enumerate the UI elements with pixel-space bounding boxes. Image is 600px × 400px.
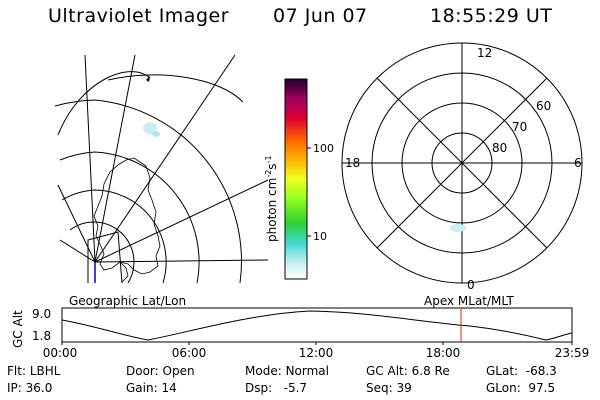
mlt-label-12: 12 [477,46,492,60]
arrow-icon [146,76,150,82]
lat-label-70: 70 [512,120,527,134]
lon-line [94,179,269,263]
altitude-ytick: 9.0 [32,307,51,321]
lat-circle [55,99,242,283]
x-tick-label: 23:59 [555,346,590,360]
x-tick-label: 18:00 [426,346,461,360]
colorbar: 100 10 photon cm-2s-1 [264,78,334,280]
status-gain: Gain: 14 [126,381,177,395]
geographic-panel [55,54,269,283]
lat-label-80: 80 [492,141,507,155]
status-glat: GLat: -68.3 [486,364,557,378]
lon-line [94,259,269,263]
mlt-label-6: 6 [574,156,582,170]
lon-line [84,54,96,263]
lat-circle [61,189,167,283]
altitude-frame [61,307,573,343]
aurora-spot [152,131,160,137]
lon-line [59,239,96,263]
colorbar-tick-label: 10 [313,230,327,243]
x-tick-label: 06:00 [172,346,207,360]
instrument-title: Ultraviolet Imager [48,5,230,27]
polar-labels: 12 0 18 6 60 70 80 [345,46,582,292]
coastline [93,157,161,275]
lat-circle [59,151,200,283]
mlt-line [376,77,548,249]
status-door: Door: Open [126,364,195,378]
observation-date: 07 Jun 07 [273,5,368,27]
colorbar-tick-label: 100 [313,142,334,155]
observation-time: 18:55:29 UT [430,5,553,27]
altitude-ytick: 1.8 [32,329,51,343]
status-filter: Flt: LBHL [7,364,61,378]
lat-circle [107,74,244,103]
x-tick-label: 12:00 [299,346,334,360]
status-ip: IP: 36.0 [7,381,53,395]
mlt-label-0: 0 [467,278,475,292]
right-panel-caption: Apex MLat/MLT [424,294,514,308]
lat-circle [69,221,135,283]
altitude-curve [61,310,573,341]
mlt-label-18: 18 [345,156,360,170]
status-mode: Mode: Normal [245,364,329,378]
colorbar-gradient [284,78,308,280]
lon-line [94,54,136,263]
status-gc-alt: GC Alt: 6.8 Re [366,364,450,378]
altitude-ylabel: GC Alt [11,310,25,348]
left-panel-caption: Geographic Lat/Lon [69,294,187,308]
coastline [119,261,129,283]
x-tick-label: 00:00 [43,346,78,360]
image-boundary [87,231,123,283]
aurora-spot [450,224,466,232]
aurora-spot [143,122,157,134]
status-dsp: Dsp: -5.7 [245,381,308,395]
lon-line [94,54,236,263]
polar-panel [341,42,583,284]
status-seq: Seq: 39 [366,381,412,395]
status-glon: GLon: 97.5 [486,381,556,395]
lat-circle [57,71,151,136]
lon-line [57,184,96,263]
altitude-strip: GC Alt 9.0 1.8 00:00 06:00 12:00 18:00 2… [11,307,589,360]
lat-label-60: 60 [536,99,551,113]
colorbar-unit-label: photon cm-2s-1 [264,155,279,242]
